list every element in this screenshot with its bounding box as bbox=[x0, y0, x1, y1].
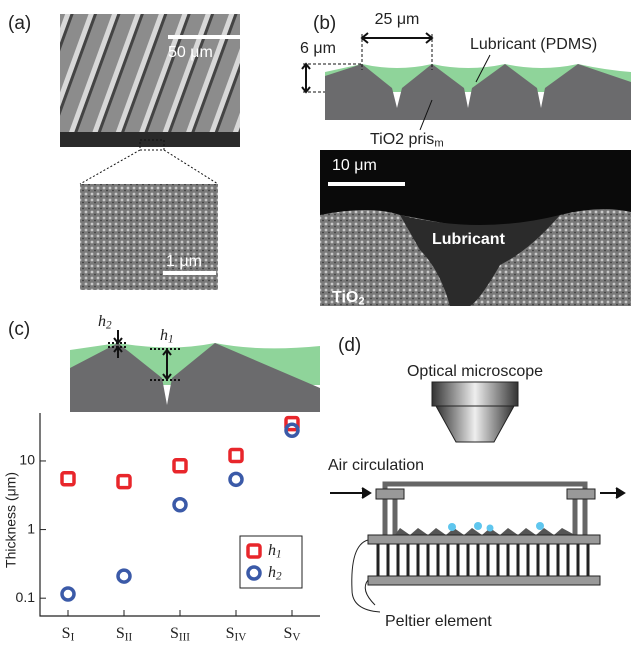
h2-label: h2 bbox=[98, 313, 112, 331]
microscope-text: Optical microscope bbox=[407, 363, 543, 380]
chamber bbox=[385, 484, 585, 535]
sem-image bbox=[60, 14, 240, 147]
port bbox=[376, 489, 404, 499]
port bbox=[567, 489, 595, 499]
y-tick-label: 0.1 bbox=[16, 589, 36, 605]
peltier-text: Peltier element bbox=[385, 613, 492, 630]
marker bbox=[62, 473, 74, 485]
lubricant-text: Lubricant (PDMS) bbox=[470, 36, 597, 53]
scale-text: 10 μm bbox=[332, 157, 377, 174]
x-tick-label: SIV bbox=[226, 625, 247, 643]
panel-label: (c) bbox=[8, 319, 30, 340]
prism-text: TiO2 prism bbox=[370, 131, 444, 149]
plate bbox=[368, 535, 600, 544]
zoom-lines bbox=[80, 150, 218, 184]
sample bbox=[395, 528, 575, 535]
marker bbox=[230, 450, 242, 462]
height-text: 6 μm bbox=[300, 40, 336, 57]
pitch-guide bbox=[362, 34, 432, 70]
x-tick-label: SII bbox=[116, 625, 133, 643]
scale-text: 1 μm bbox=[166, 253, 202, 270]
panel-label: (b) bbox=[313, 13, 336, 34]
air-text: Air circulation bbox=[328, 457, 424, 474]
y-axis-label: Thickness (μm) bbox=[3, 472, 19, 568]
scale-text: 50 μm bbox=[168, 44, 213, 61]
x-tick-label: SV bbox=[284, 625, 301, 643]
figure: (a) 50 μm 1 μm (b) 25 μm 6 μm Lubricant … bbox=[0, 0, 631, 651]
objective bbox=[432, 382, 518, 406]
marker bbox=[230, 473, 242, 485]
panel-label: (d) bbox=[338, 335, 361, 356]
marker bbox=[118, 570, 130, 582]
marker bbox=[118, 476, 130, 488]
droplets bbox=[448, 522, 544, 532]
marker bbox=[174, 499, 186, 511]
height-arrow bbox=[302, 64, 310, 92]
panel-label: (a) bbox=[8, 13, 31, 34]
x-tick-label: SI bbox=[62, 625, 75, 643]
h1-label: h1 bbox=[160, 327, 174, 345]
sem-label: Lubricant bbox=[432, 231, 506, 248]
y-tick-label: 10 bbox=[19, 452, 35, 468]
objective bbox=[436, 406, 514, 442]
plate bbox=[368, 576, 600, 585]
marker bbox=[174, 460, 186, 472]
pitch-text: 25 μm bbox=[375, 11, 420, 28]
peltier-legs bbox=[378, 544, 588, 576]
marker bbox=[62, 588, 74, 600]
y-tick-label: 1 bbox=[27, 520, 35, 536]
x-tick-label: SIII bbox=[170, 625, 190, 643]
